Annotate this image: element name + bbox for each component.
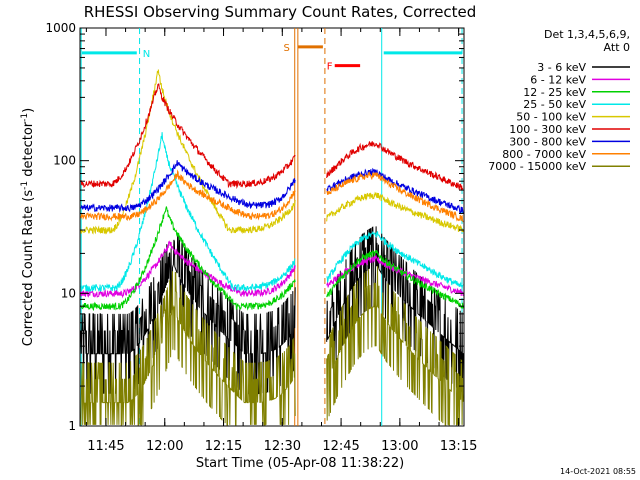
legend-label: 25 - 50 keV xyxy=(523,98,586,111)
x-tick-label: 13:00 xyxy=(381,439,418,454)
legend-label: 300 - 800 keV xyxy=(509,135,586,148)
series-line xyxy=(80,169,296,222)
x-tick-label: 12:45 xyxy=(322,439,359,454)
series-5 xyxy=(80,83,464,192)
y-tick-label: 1 xyxy=(68,419,76,433)
plot-border xyxy=(79,27,465,427)
y-axis: 1 10 100 1000 xyxy=(45,21,464,433)
series-6 xyxy=(80,160,464,214)
y-label-exp1: -1 xyxy=(20,181,30,190)
footer-timestamp: 14-Oct-2021 08:55 xyxy=(560,467,636,476)
x-tick-label: 13:15 xyxy=(440,439,477,454)
annotation-bars: N S F xyxy=(82,43,462,73)
legend-label: 800 - 7000 keV xyxy=(502,148,586,161)
series-line xyxy=(80,206,296,312)
series-8 xyxy=(80,266,464,426)
legend-label: 6 - 12 keV xyxy=(530,73,586,86)
series-line xyxy=(326,141,464,192)
x-tick-label: 12:30 xyxy=(264,439,301,454)
annotation-label: N xyxy=(143,49,150,60)
x-tick-label: 11:45 xyxy=(87,439,124,454)
series-4 xyxy=(80,69,464,235)
legend-detectors: Det 1,3,4,5,6,9, xyxy=(544,28,630,41)
series-line xyxy=(326,191,464,233)
legend-label: 3 - 6 keV xyxy=(537,61,586,74)
y-axis-label: Corrected Count Rate (s-1 detector-1) xyxy=(20,108,36,346)
y-tick-label: 10 xyxy=(61,286,76,300)
y-tick-label: 100 xyxy=(53,154,76,168)
x-tick-label: 12:00 xyxy=(146,439,183,454)
legend-label: 7000 - 15000 keV xyxy=(488,160,586,173)
annotation-label: S xyxy=(284,43,290,54)
series-line xyxy=(326,266,464,426)
series-line xyxy=(326,231,464,289)
series-line xyxy=(326,167,464,214)
plot-area xyxy=(79,27,465,427)
series-line xyxy=(80,83,296,190)
y-label-exp2: -1 xyxy=(20,113,30,122)
x-tick-label: 12:15 xyxy=(205,439,242,454)
legend-label: 12 - 25 keV xyxy=(523,86,586,99)
x-axis-label: Start Time (05-Apr-08 11:38:22) xyxy=(196,456,404,471)
y-tick-label: 1000 xyxy=(45,21,76,35)
y-label-main: Corrected Count Rate (s xyxy=(21,190,36,347)
series-line xyxy=(80,132,296,293)
legend-label: 50 - 100 keV xyxy=(516,111,586,124)
y-label-close: ) xyxy=(21,108,36,113)
chart-title: RHESSI Observing Summary Count Rates, Co… xyxy=(84,3,477,21)
series-line xyxy=(326,249,464,309)
annotation-label: F xyxy=(327,62,333,73)
series-line xyxy=(80,69,296,235)
series-group xyxy=(80,69,464,426)
series-line xyxy=(80,271,296,426)
series-line xyxy=(80,160,296,214)
y-label-detector: detector xyxy=(21,121,36,181)
series-line xyxy=(80,240,296,299)
series-line xyxy=(326,171,464,223)
legend-label: 100 - 300 keV xyxy=(509,123,586,136)
series-2 xyxy=(80,206,464,312)
legend-attenuator: Att 0 xyxy=(604,41,630,54)
series-3 xyxy=(80,132,464,293)
x-axis: 11:45 12:00 12:15 12:30 12:45 13:00 13:15 xyxy=(85,28,477,454)
series-7 xyxy=(80,169,464,223)
